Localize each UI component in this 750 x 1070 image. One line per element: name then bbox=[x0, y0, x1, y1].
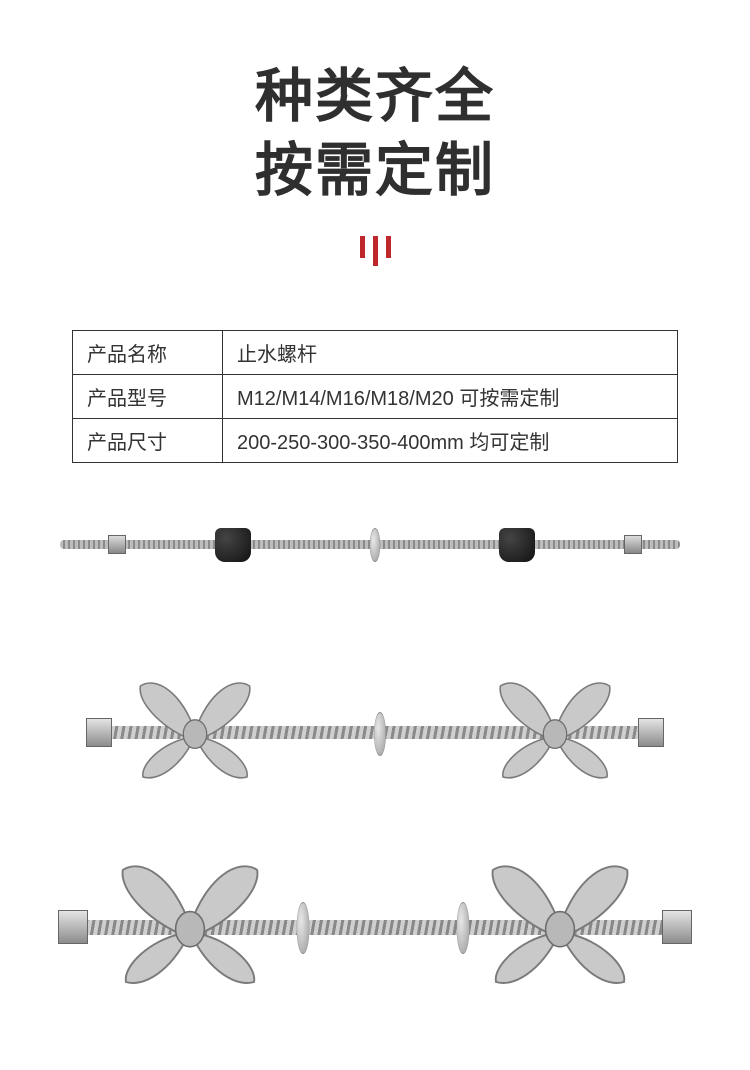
hex-nut-icon bbox=[86, 718, 112, 747]
decor-bars-icon bbox=[0, 236, 750, 266]
spec-label: 产品尺寸 bbox=[73, 419, 223, 463]
product-illustrations bbox=[60, 510, 690, 990]
hex-nut-icon bbox=[624, 535, 642, 554]
wing-clamp-icon bbox=[110, 838, 270, 998]
rubber-cone-icon bbox=[499, 528, 535, 562]
spec-value: 200-250-300-350-400mm 均可定制 bbox=[223, 419, 678, 463]
spec-label: 产品名称 bbox=[73, 331, 223, 375]
table-row: 产品型号 M12/M14/M16/M18/M20 可按需定制 bbox=[73, 375, 678, 419]
spec-value: M12/M14/M16/M18/M20 可按需定制 bbox=[223, 375, 678, 419]
spec-value: 止水螺杆 bbox=[223, 331, 678, 375]
product-rod-3 bbox=[60, 830, 690, 990]
rubber-cone-icon bbox=[215, 528, 251, 562]
hex-nut-icon bbox=[58, 910, 88, 944]
wing-clamp-icon bbox=[480, 838, 640, 998]
table-row: 产品名称 止水螺杆 bbox=[73, 331, 678, 375]
spec-label: 产品型号 bbox=[73, 375, 223, 419]
spec-table: 产品名称 止水螺杆 产品型号 M12/M14/M16/M18/M20 可按需定制… bbox=[72, 330, 678, 463]
wing-clamp-icon bbox=[490, 660, 620, 790]
product-rod-2 bbox=[60, 650, 690, 790]
wing-clamp-icon bbox=[130, 660, 260, 790]
hex-nut-icon bbox=[638, 718, 664, 747]
heading-block: 种类齐全 按需定制 bbox=[0, 60, 750, 266]
table-row: 产品尺寸 200-250-300-350-400mm 均可定制 bbox=[73, 419, 678, 463]
waterstop-disc-icon bbox=[374, 712, 386, 756]
product-rod-1 bbox=[60, 510, 690, 580]
waterstop-disc-icon bbox=[297, 902, 310, 954]
hex-nut-icon bbox=[108, 535, 126, 554]
hex-nut-icon bbox=[662, 910, 692, 944]
heading-line2: 按需定制 bbox=[0, 134, 750, 208]
waterstop-disc-icon bbox=[457, 902, 470, 954]
waterstop-disc-icon bbox=[370, 528, 381, 562]
heading-line1: 种类齐全 bbox=[0, 60, 750, 134]
